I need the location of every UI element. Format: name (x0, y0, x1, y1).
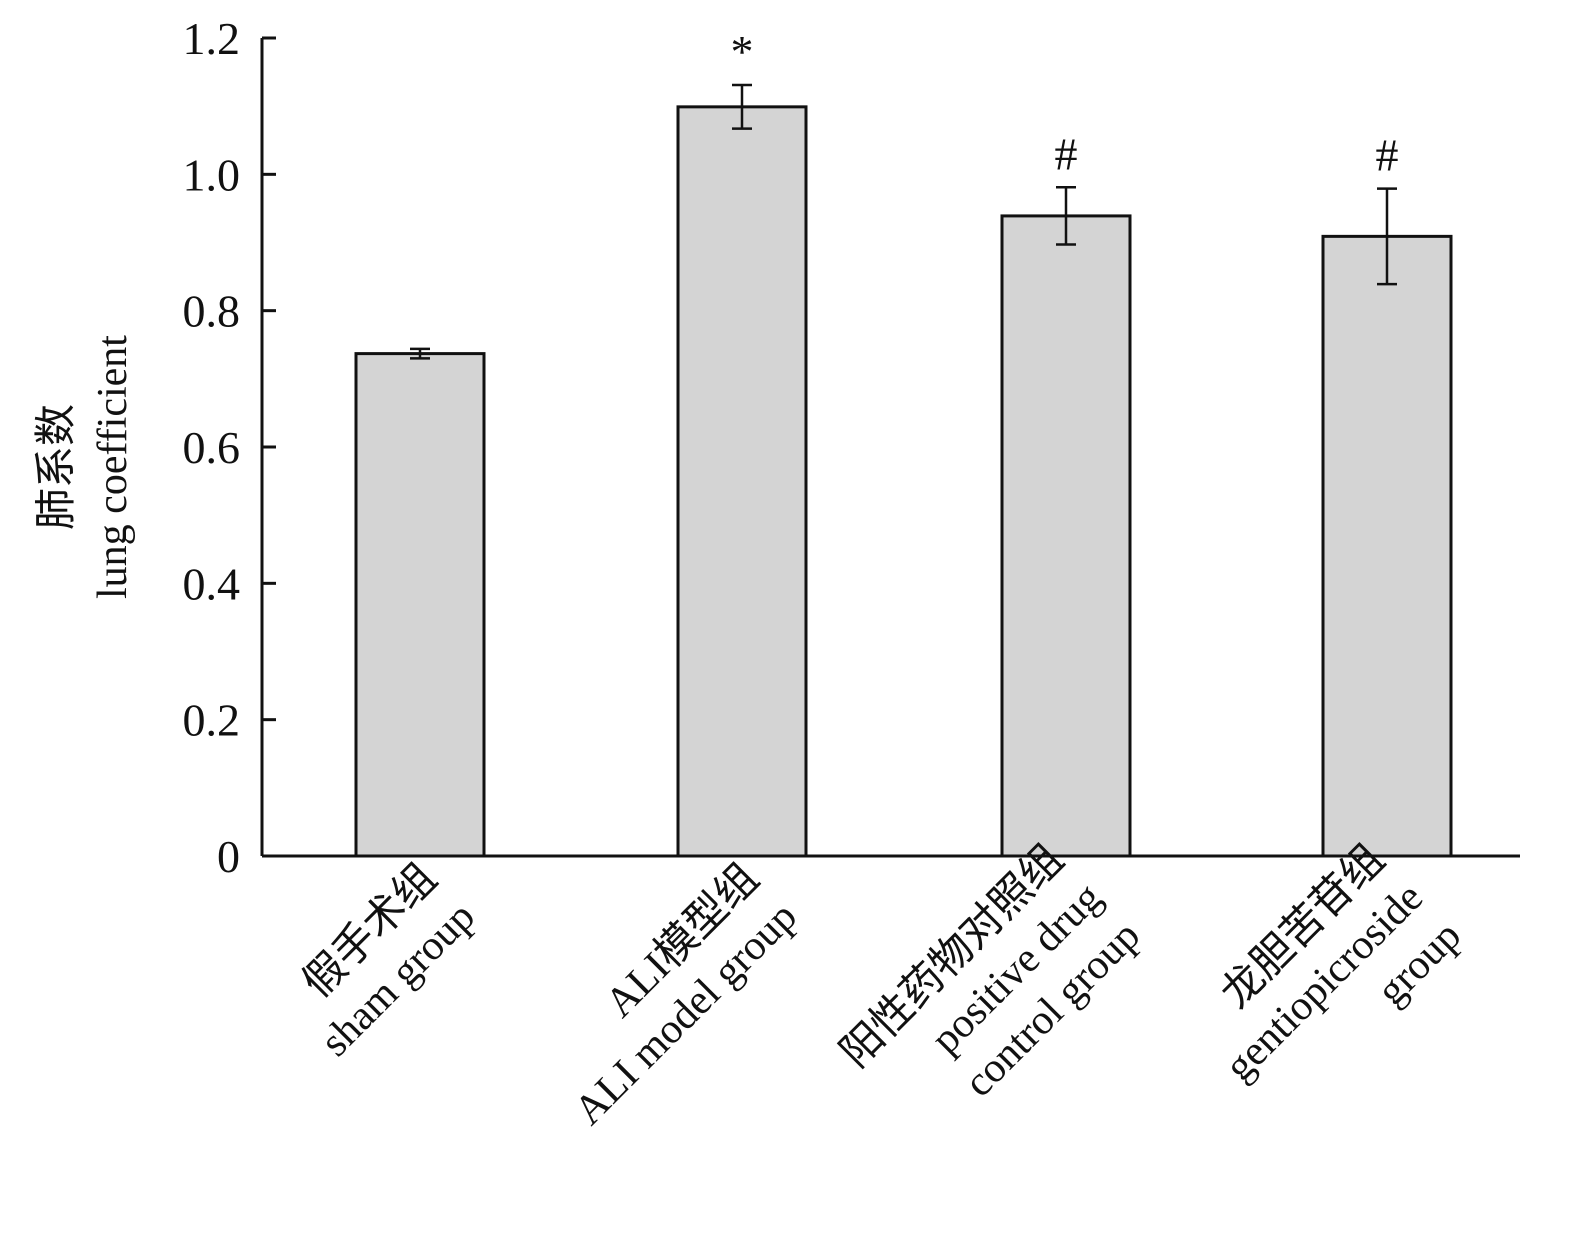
y-axis: 0 0.2 0.4 0.6 0.8 1.0 1.2 (183, 13, 276, 882)
y-axis-title: 肺系数 lung coefficient (34, 335, 136, 599)
significance-marker: # (1376, 130, 1399, 181)
y-axis-title-line: 肺系数 (34, 404, 80, 530)
y-tick-label: 1.2 (183, 13, 241, 64)
significance-marker: # (1055, 128, 1078, 179)
bar-sham (354, 352, 486, 858)
bars: * # # (354, 26, 1453, 858)
y-tick-label: 0.2 (183, 695, 241, 746)
bar-gentiopicroside (1321, 234, 1453, 858)
y-tick-label: 0.4 (183, 558, 241, 609)
y-axis-label: 肺系数 lung coefficient (34, 335, 136, 599)
bar-positive-control (1000, 214, 1132, 858)
bar-ali-model (676, 105, 808, 858)
y-tick-label: 0.8 (183, 286, 241, 337)
y-tick-label: 0 (217, 831, 240, 882)
y-axis-title-line: lung coefficient (90, 335, 136, 599)
y-tick-label: 0.6 (183, 422, 241, 473)
y-tick-label: 1.0 (183, 149, 241, 200)
significance-marker: * (731, 26, 754, 77)
